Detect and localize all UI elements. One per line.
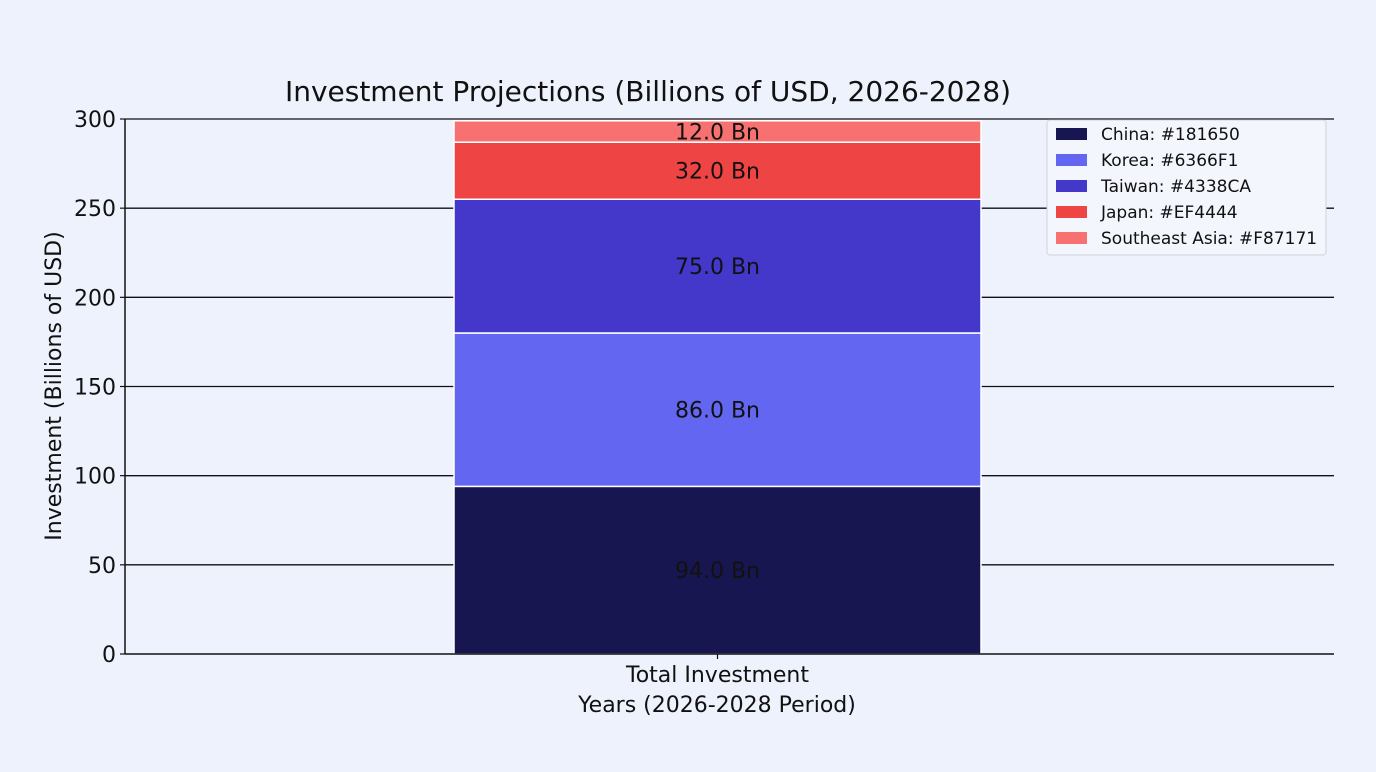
legend-swatch-4	[1056, 232, 1087, 244]
legend-label-0: China: #181650	[1101, 125, 1240, 145]
legend-label-2: Taiwan: #4338CA	[1100, 177, 1251, 197]
y-tick-label: 100	[74, 465, 116, 490]
bar-value-labels: 94.0 Bn 86.0 Bn 75.0 Bn 32.0 Bn 12.0 Bn	[675, 120, 760, 584]
x-tick-labels: Total Investment	[625, 654, 809, 688]
legend-swatch-3	[1056, 206, 1087, 218]
bar-segment-0	[453, 485, 982, 655]
y-tick-label: 0	[102, 643, 116, 668]
bars	[453, 120, 982, 655]
y-tick-label: 200	[74, 286, 116, 311]
legend-swatch-1	[1056, 154, 1087, 166]
y-tick-labels: 0 50 100 150 200 250 300	[74, 108, 125, 668]
bar-value-label-2: 75.0 Bn	[675, 255, 760, 280]
x-axis-label: Years (2026-2028 Period)	[577, 693, 856, 718]
y-tick-label: 150	[74, 376, 116, 401]
legend-label-1: Korea: #6366F1	[1101, 151, 1238, 171]
bar-value-label-4: 12.0 Bn	[675, 120, 760, 145]
bar-segment-2	[453, 198, 982, 334]
x-tick-label: Total Investment	[625, 663, 809, 688]
bar-value-label-0: 94.0 Bn	[675, 559, 760, 584]
y-tick-label: 250	[74, 197, 116, 222]
y-tick-label: 300	[74, 108, 116, 133]
legend-swatch-0	[1056, 128, 1087, 140]
bar-value-label-1: 86.0 Bn	[675, 399, 760, 424]
legend-swatch-2	[1056, 180, 1087, 192]
legend-label-4: Southeast Asia: #F87171	[1101, 229, 1317, 249]
y-axis-label: Investment (Billions of USD)	[42, 231, 67, 540]
y-tick-label: 50	[88, 554, 116, 579]
legend-label-3: Japan: #EF4444	[1100, 203, 1238, 223]
legend-box	[1046, 119, 1327, 256]
bar-value-label-3: 32.0 Bn	[675, 160, 760, 185]
bar-segment-4	[453, 120, 982, 143]
bar-segment-1	[453, 332, 982, 488]
legend: China: #181650 Korea: #6366F1 Taiwan: #433…	[1046, 119, 1327, 256]
chart-title: Investment Projections (Billions of USD,…	[285, 75, 1011, 108]
